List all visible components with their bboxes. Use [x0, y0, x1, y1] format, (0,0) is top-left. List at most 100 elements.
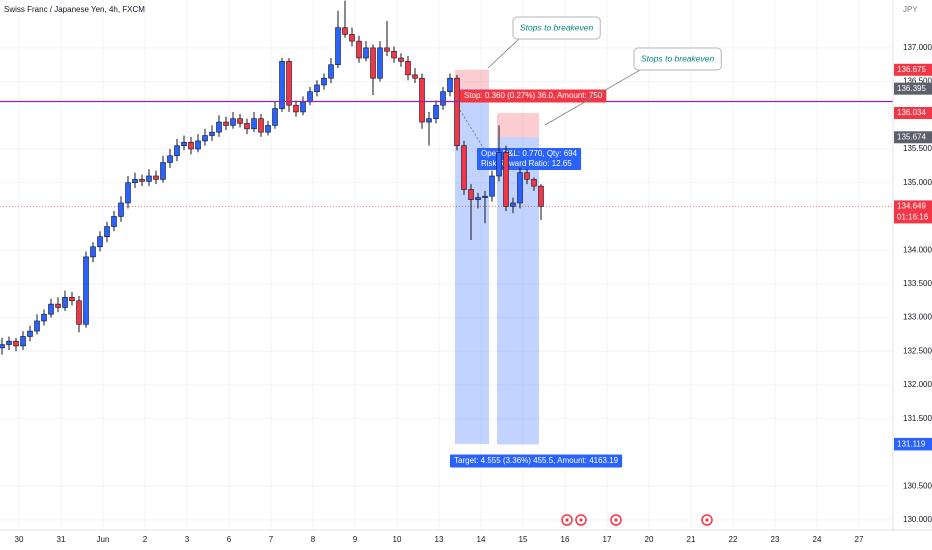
callout-pointer — [544, 69, 641, 126]
candles — [0, 0, 544, 355]
candle-body — [489, 175, 495, 197]
x-tick-label: 24 — [813, 535, 822, 544]
candle-body — [195, 140, 201, 150]
candle-body — [174, 145, 180, 157]
candle-body — [97, 236, 103, 248]
pnl-text: Open P&L: 0.770, Qty: 694 — [481, 149, 578, 158]
candle-body — [0, 344, 5, 349]
candle-body — [468, 189, 474, 200]
price-label-bg — [894, 82, 932, 95]
candle-body — [202, 135, 208, 142]
candle-body — [503, 152, 509, 207]
candle-body — [524, 172, 530, 180]
candle-body — [433, 104, 439, 119]
candle-body — [314, 84, 320, 93]
x-tick-label: 15 — [519, 535, 528, 544]
candle-body — [125, 182, 131, 204]
candle-body — [419, 77, 425, 123]
candle-body — [517, 172, 523, 204]
event-markers — [561, 514, 713, 526]
candle-body — [230, 118, 236, 126]
candle-body — [223, 121, 229, 126]
candle-body — [41, 313, 47, 322]
target-label-bg — [450, 454, 623, 468]
y-tick-label: 131.500 — [903, 414, 932, 423]
candle-body — [496, 152, 502, 177]
candle-body — [83, 256, 89, 325]
chart-title: Swiss Franc / Japanese Yen, 4h, FXCM — [4, 5, 145, 14]
x-tick-label: 20 — [645, 535, 654, 544]
stop-label-bg — [460, 89, 607, 103]
candle-body — [440, 91, 446, 106]
candle-body — [34, 320, 40, 332]
current-price-label: 134.649 — [897, 202, 926, 211]
x-tick-label: 7 — [269, 535, 274, 544]
candle-body — [405, 61, 411, 76]
pnl-label-bg — [477, 148, 582, 170]
candle-body — [300, 101, 306, 113]
candle-body — [160, 162, 166, 180]
price-label-bg — [894, 63, 932, 76]
y-tick-label: 135.000 — [903, 178, 932, 187]
callout-pointer — [487, 38, 520, 69]
candle-body — [475, 197, 481, 200]
candle-body — [531, 179, 537, 187]
event-dot — [579, 518, 583, 522]
candle-body — [328, 64, 334, 79]
axes: 137.000 136.500 135.500 135.000 134.000 133.5… — [15, 43, 932, 544]
candle-body — [104, 226, 110, 237]
candle-body — [258, 118, 264, 133]
x-tick-label: 17 — [603, 535, 612, 544]
candle-body — [27, 330, 33, 337]
candle-body — [188, 141, 194, 150]
x-tick-label: 16 — [561, 535, 570, 544]
candle-body — [307, 91, 313, 103]
stop-label: Stop: 0.360 (0.27%) 36.0, Amount: 750 — [464, 91, 603, 100]
stop-zone — [455, 69, 489, 89]
y-tick-label: 132.000 — [903, 380, 932, 389]
candle-body — [510, 202, 516, 207]
x-tick-label: 6 — [227, 535, 232, 544]
price-label-bg — [894, 131, 932, 144]
candle-body — [181, 141, 187, 146]
y-tick-label: 130.500 — [903, 481, 932, 490]
x-tick-label: 3 — [185, 535, 190, 544]
candle-body — [69, 297, 75, 302]
candle-body — [237, 118, 243, 124]
price-label: 135.674 — [897, 132, 926, 141]
y-tick-label: 137.000 — [903, 43, 932, 52]
x-tick-label: 14 — [477, 535, 486, 544]
x-tick-label: Jun — [97, 535, 110, 544]
event-dot — [705, 518, 709, 522]
target-zone — [455, 88, 489, 444]
candle-body — [538, 185, 544, 207]
stop-zone — [497, 113, 539, 138]
callout-box — [633, 47, 722, 71]
y-tick-label: 135.500 — [903, 144, 932, 153]
y-tick-label: 133.500 — [903, 279, 932, 288]
price-label: 136.675 — [897, 65, 926, 74]
event-dot — [614, 518, 618, 522]
price-label: 136.034 — [897, 108, 926, 117]
candle-body — [62, 297, 68, 308]
price-label: 136.395 — [897, 84, 926, 93]
candle-body — [216, 121, 222, 133]
candle-body — [20, 336, 26, 347]
y-tick-label: 134.000 — [903, 245, 932, 254]
rr-text: Risk/Reward Ratio: 12.65 — [481, 159, 572, 168]
candle-body — [321, 77, 327, 86]
candle-body — [209, 131, 215, 136]
candle-body — [48, 303, 54, 315]
candle-body — [118, 202, 124, 217]
candle-body — [342, 27, 348, 35]
candle-body — [146, 175, 152, 182]
candle-body — [286, 61, 292, 106]
x-tick-label: 13 — [435, 535, 444, 544]
current-price-bg — [894, 200, 932, 224]
candle-body — [349, 34, 355, 42]
candle-body — [426, 118, 432, 123]
countdown-label: 01:16:16 — [897, 213, 929, 222]
price-label: 131.119 — [897, 440, 926, 449]
